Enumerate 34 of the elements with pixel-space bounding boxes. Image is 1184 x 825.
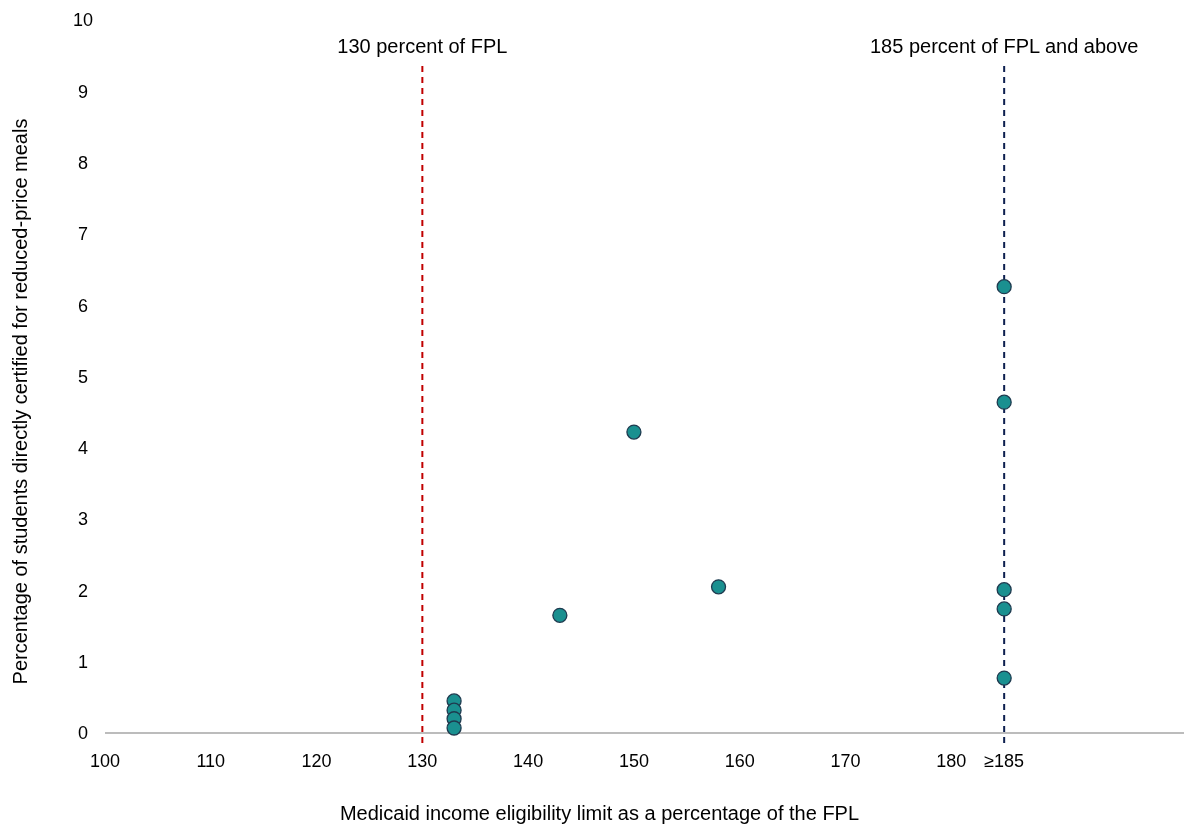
- point: [996, 670, 1012, 686]
- ref-line-label: 185 percent of FPL and above: [869, 35, 1139, 57]
- x-tick-label: 140: [513, 751, 544, 771]
- x-tick-label: 130: [407, 751, 438, 771]
- y-tick-label: 3: [77, 509, 89, 530]
- point: [996, 394, 1012, 410]
- point: [446, 720, 462, 736]
- point: [996, 601, 1012, 617]
- y-tick-label: 5: [77, 366, 89, 387]
- y-axis-title: Percentage of students directly certified for reduced-price meals: [9, 118, 31, 685]
- ref-line-label: 130 percent of FPL: [337, 35, 508, 57]
- x-tick-label: 170: [830, 751, 861, 771]
- point: [996, 279, 1012, 295]
- y-tick-label: 7: [77, 224, 89, 245]
- y-tick-label: 1: [77, 652, 89, 672]
- y-tick-label: 0: [77, 723, 89, 744]
- y-tick-label: 4: [77, 438, 89, 459]
- y-tick-label: 10: [72, 10, 94, 31]
- point: [626, 424, 642, 440]
- y-tick-label: 2: [77, 580, 89, 601]
- x-tick-label: ≥185: [984, 751, 1025, 771]
- x-axis-title: Medicaid income eligibility limit as a percentage of the FPL: [339, 802, 860, 824]
- y-tick-label: 6: [77, 295, 89, 316]
- point: [552, 607, 568, 624]
- y-tick-label: 8: [77, 152, 89, 173]
- x-tick-label: 110: [196, 751, 226, 771]
- point: [710, 579, 727, 595]
- x-tick-label: 180: [936, 751, 967, 771]
- x-tick-label: 150: [618, 751, 649, 771]
- y-tick-label: 9: [77, 81, 89, 102]
- x-tick-label: 100: [89, 751, 121, 771]
- x-tick-label: 160: [724, 751, 755, 771]
- point: [996, 582, 1012, 598]
- x-tick-label: 120: [301, 751, 332, 771]
